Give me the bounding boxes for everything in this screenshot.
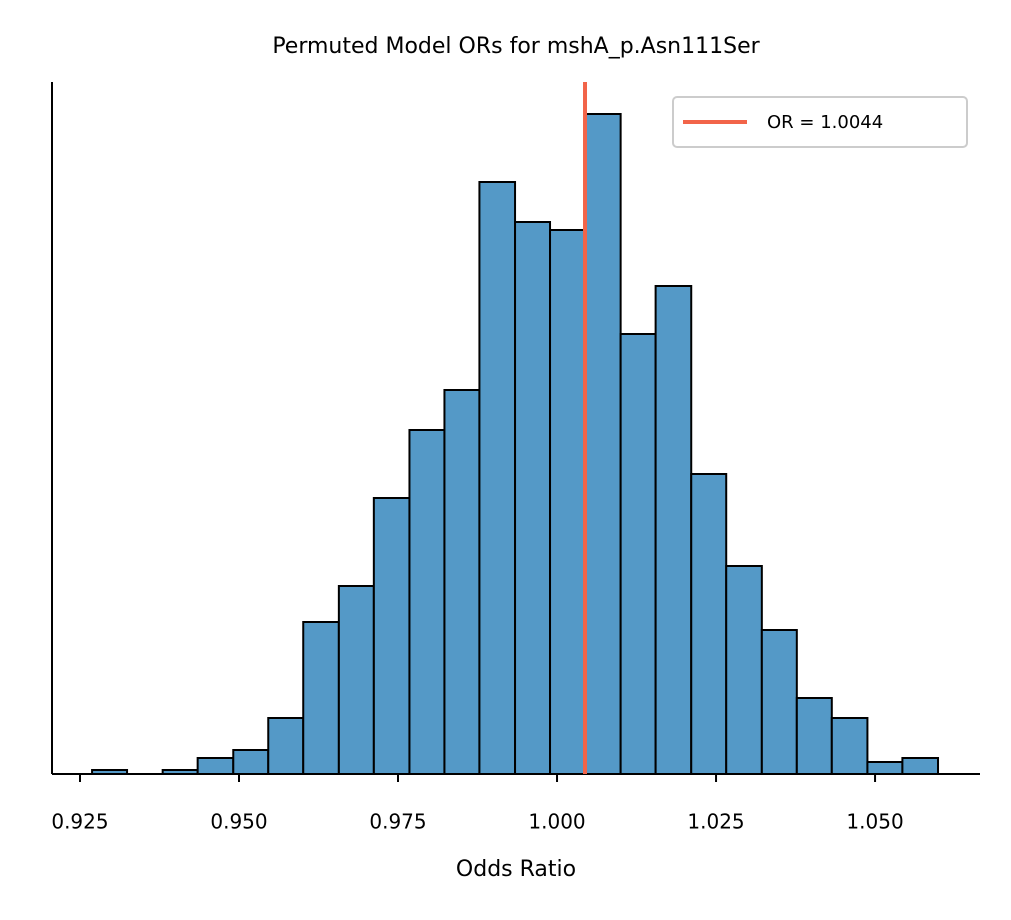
x-axis-label: Odds Ratio <box>456 857 576 882</box>
bar <box>584 113 622 775</box>
bar <box>372 497 411 775</box>
x-tick-label: 0.950 <box>210 810 267 834</box>
bar <box>161 769 199 775</box>
bar <box>267 717 305 775</box>
bar <box>725 565 763 775</box>
bar <box>549 229 587 775</box>
bar <box>337 585 375 775</box>
bar <box>196 757 235 775</box>
legend-box <box>672 96 968 148</box>
bar <box>690 473 728 775</box>
chart-title: Permuted Model ORs for mshA_p.Asn111Ser <box>272 34 760 59</box>
bar <box>443 389 481 775</box>
x-tick-label: 0.975 <box>369 810 426 834</box>
bar <box>514 221 552 775</box>
bar <box>619 333 657 775</box>
x-tick-label: 0.925 <box>51 810 108 834</box>
bar <box>795 697 833 775</box>
bar <box>302 621 340 775</box>
bar <box>830 717 869 775</box>
bar <box>408 429 446 775</box>
bar <box>232 749 270 775</box>
bar <box>866 761 904 775</box>
bar <box>91 769 129 775</box>
bar <box>760 629 798 775</box>
x-tick-label: 1.050 <box>846 810 903 834</box>
bar <box>478 181 517 775</box>
bar <box>654 285 693 775</box>
x-tick-label: 1.000 <box>528 810 585 834</box>
bar <box>901 757 940 775</box>
x-tick-label: 1.025 <box>687 810 744 834</box>
legend-label: OR = 1.0044 <box>767 112 883 133</box>
